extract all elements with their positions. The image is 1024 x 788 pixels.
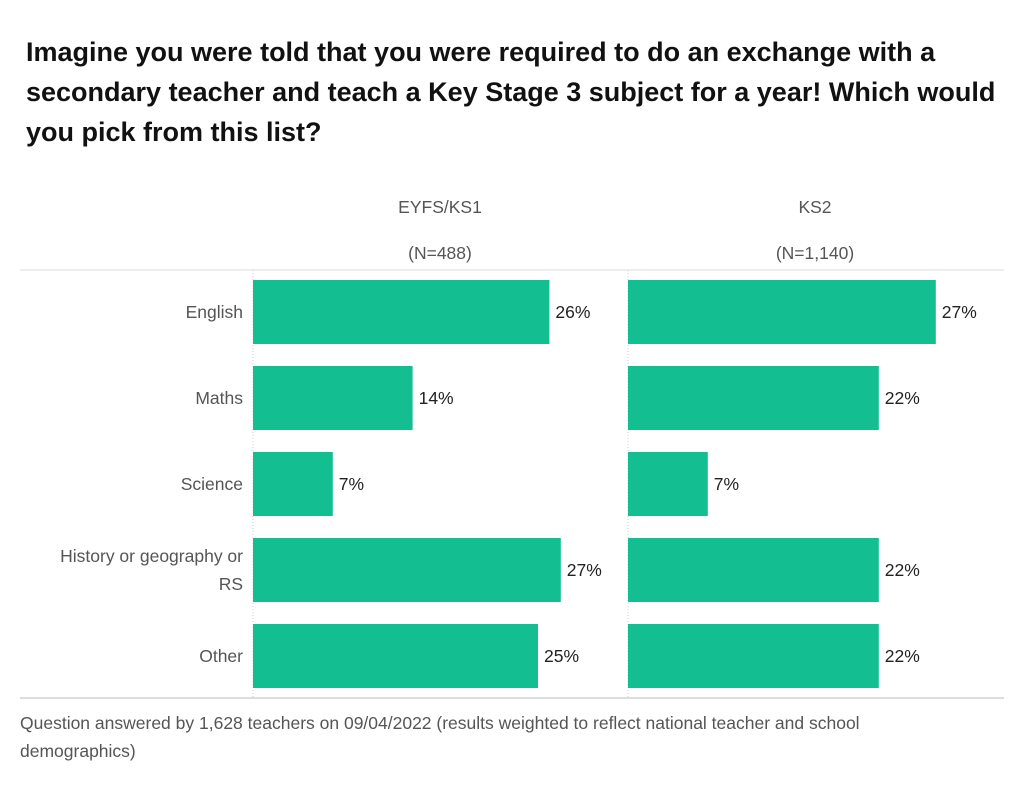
bar bbox=[628, 538, 879, 602]
series-header: EYFS/KS1 bbox=[398, 197, 482, 217]
footnote: Question answered by 1,628 teachers on 0… bbox=[20, 713, 860, 761]
data-label: 7% bbox=[339, 474, 364, 494]
bar bbox=[628, 624, 879, 688]
bar bbox=[628, 452, 708, 516]
bar bbox=[253, 538, 561, 602]
data-label: 26% bbox=[555, 302, 590, 322]
bar bbox=[253, 624, 538, 688]
data-label: 14% bbox=[419, 388, 454, 408]
category-label: Other bbox=[199, 646, 243, 666]
series-sample-size: (N=488) bbox=[408, 243, 472, 263]
series-sample-size: (N=1,140) bbox=[776, 243, 854, 263]
series-header: KS2 bbox=[798, 197, 831, 217]
bar bbox=[628, 366, 879, 430]
category-label: Maths bbox=[195, 388, 243, 408]
data-label: 22% bbox=[885, 646, 920, 666]
bar bbox=[628, 280, 936, 344]
category-label: History or geography or RS bbox=[60, 546, 243, 594]
category-label: Science bbox=[181, 474, 243, 494]
data-label: 7% bbox=[714, 474, 739, 494]
data-label: 27% bbox=[942, 302, 977, 322]
data-label: 22% bbox=[885, 388, 920, 408]
category-label: English bbox=[186, 302, 243, 322]
bar bbox=[253, 280, 550, 344]
bar bbox=[253, 366, 413, 430]
data-label: 22% bbox=[885, 560, 920, 580]
data-label: 27% bbox=[567, 560, 602, 580]
chart-title: Imagine you were told that you were requ… bbox=[26, 37, 996, 147]
bar bbox=[253, 452, 333, 516]
data-label: 25% bbox=[544, 646, 579, 666]
